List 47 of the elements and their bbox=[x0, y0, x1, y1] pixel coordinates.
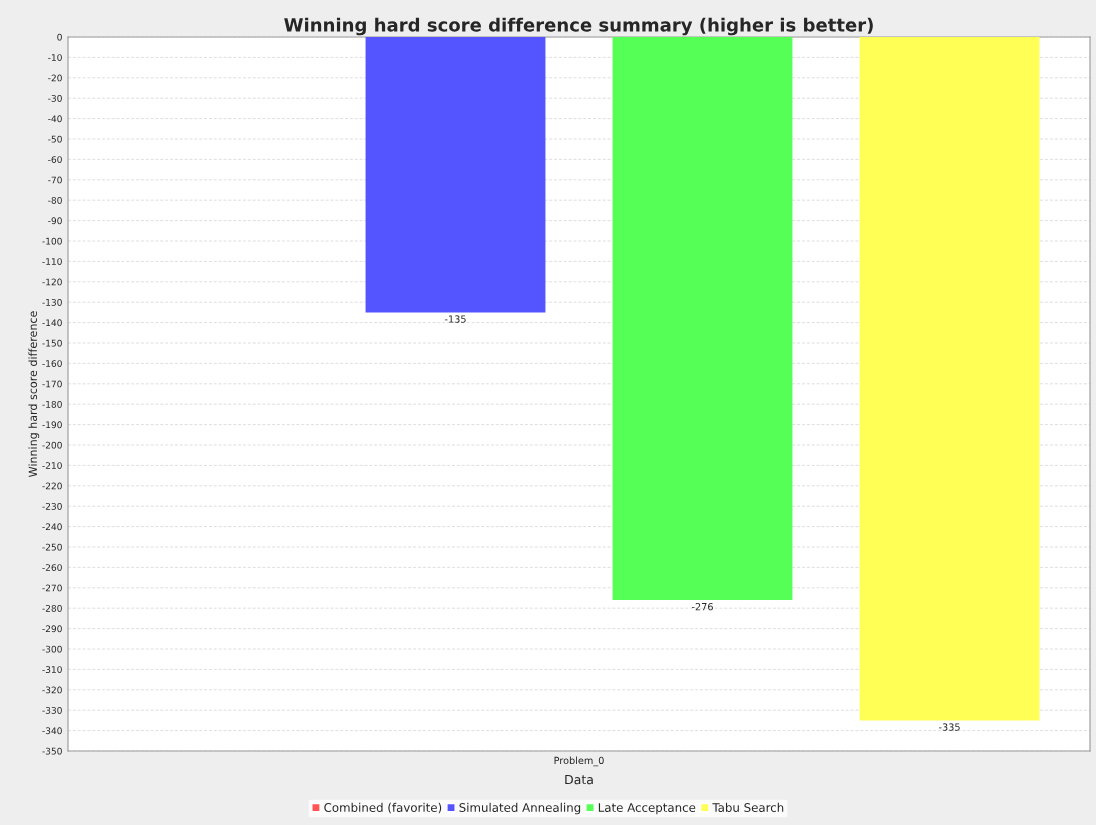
y-tick-label: -240 bbox=[42, 523, 62, 531]
y-tick-label: -20 bbox=[48, 74, 62, 82]
data-label: -135 bbox=[444, 315, 466, 323]
y-tick-label: -120 bbox=[42, 278, 62, 286]
y-tick-label: -200 bbox=[42, 441, 62, 449]
chart-title: Winning hard score difference summary (higher is better) bbox=[284, 17, 873, 36]
legend-label: Combined (favorite) bbox=[324, 802, 442, 814]
y-tick-label: -160 bbox=[42, 360, 62, 367]
y-tick-label: -320 bbox=[42, 686, 62, 694]
y-tick-label: -340 bbox=[42, 727, 62, 735]
y-tick-label: -110 bbox=[42, 258, 62, 265]
y-tick-label: -330 bbox=[42, 706, 62, 714]
y-tick-label: -100 bbox=[42, 237, 62, 245]
y-tick-label: -230 bbox=[42, 502, 62, 510]
y-tick-label: -290 bbox=[42, 625, 62, 633]
legend-label: Tabu Search bbox=[712, 802, 784, 812]
y-tick-label: -30 bbox=[48, 94, 62, 102]
data-label: -335 bbox=[938, 723, 960, 731]
legend-label: Simulated Annealing bbox=[459, 802, 581, 815]
y-tick-label: -310 bbox=[42, 666, 62, 673]
y-tick-label: -140 bbox=[42, 319, 62, 327]
y-tick-label: -190 bbox=[42, 421, 62, 429]
y-tick-label: 0 bbox=[57, 33, 62, 41]
x-tick-label: Problem_0 bbox=[554, 756, 604, 767]
y-tick-label: -350 bbox=[42, 747, 62, 755]
y-tick-label: -220 bbox=[42, 482, 62, 490]
y-tick-label: -10 bbox=[48, 54, 62, 61]
y-axis-title: Winning hard score difference bbox=[28, 311, 40, 478]
y-tick-label: -300 bbox=[42, 645, 62, 653]
y-tick-label: -60 bbox=[48, 156, 62, 163]
y-tick-label: -180 bbox=[42, 400, 62, 408]
y-tick-label: -210 bbox=[42, 462, 62, 469]
y-tick-label: -280 bbox=[42, 604, 62, 612]
data-label: -276 bbox=[691, 602, 713, 611]
y-tick-label: -250 bbox=[42, 543, 62, 551]
y-tick-label: -130 bbox=[42, 298, 62, 306]
y-tick-label: -90 bbox=[48, 217, 62, 225]
y-tick-label: -150 bbox=[42, 339, 62, 347]
y-tick-label: -80 bbox=[48, 196, 62, 204]
y-tick-label: -270 bbox=[42, 584, 62, 592]
y-tick-label: -260 bbox=[42, 564, 62, 571]
y-tick-label: -40 bbox=[48, 115, 62, 123]
y-tick-label: -170 bbox=[42, 380, 62, 388]
y-tick-label: -70 bbox=[48, 176, 62, 184]
legend-label: Late Acceptance bbox=[598, 803, 696, 815]
x-axis-title: Data bbox=[565, 774, 593, 785]
y-tick-label: -50 bbox=[48, 135, 62, 143]
